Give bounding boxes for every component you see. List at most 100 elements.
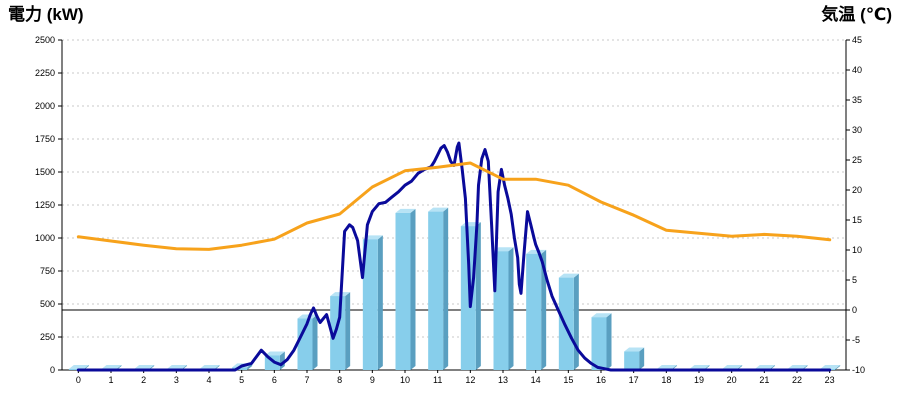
right-tick-label-11: 45: [852, 35, 862, 45]
right-tick-label-5: 15: [852, 215, 862, 225]
left-tick-label-5: 1250: [35, 200, 55, 210]
left-axis-title: 電力 (kW): [8, 4, 84, 24]
x-tick-label-15: 15: [563, 375, 573, 385]
bar-side-12: [475, 222, 481, 370]
x-tick-label-21: 21: [759, 375, 769, 385]
bar-front-17: [624, 351, 640, 370]
bar-side-11: [443, 207, 449, 370]
right-tick-label-9: 35: [852, 95, 862, 105]
temperature-line: [76, 161, 832, 251]
x-tick-label-20: 20: [727, 375, 737, 385]
bar-side-16: [606, 313, 612, 370]
bar-side-9: [377, 235, 383, 370]
bar-top-11: [428, 207, 449, 212]
bar-top-23: [820, 365, 841, 369]
x-tick-label-16: 16: [596, 375, 606, 385]
right-axis-title: 気温 (℃): [820, 4, 892, 24]
bar-top-22: [787, 365, 808, 369]
bar-side-13: [508, 247, 514, 370]
left-tick-label-2: 500: [40, 299, 55, 309]
bar-top-2: [134, 365, 155, 369]
left-tick-label-4: 1000: [35, 233, 55, 243]
power-line: [76, 141, 832, 372]
x-tick-label-11: 11: [433, 375, 442, 385]
right-tick-label-3: 5: [852, 275, 857, 285]
bar-top-20: [722, 365, 743, 369]
x-tick-label-14: 14: [531, 375, 541, 385]
x-tick-label-18: 18: [661, 375, 671, 385]
bar-front-11: [428, 211, 444, 370]
bar-10: [395, 208, 416, 370]
x-tick-label-4: 4: [206, 375, 211, 385]
bar-12: [460, 222, 481, 370]
bar-side-14: [541, 249, 547, 370]
bar-front-12: [460, 226, 476, 370]
x-tick-label-13: 13: [498, 375, 508, 385]
bar-top-1: [101, 365, 122, 369]
x-tick-label-17: 17: [629, 375, 639, 385]
bar-front-15: [558, 277, 574, 370]
x-tick-label-10: 10: [400, 375, 410, 385]
left-tick-label-9: 2250: [35, 68, 55, 78]
x-tick-label-2: 2: [141, 375, 146, 385]
x-tick-label-12: 12: [465, 375, 475, 385]
bar-13: [493, 247, 514, 370]
bar-front-13: [493, 251, 509, 370]
bar-front-10: [395, 212, 411, 370]
x-tick-label-22: 22: [792, 375, 802, 385]
bar-top-13: [493, 247, 514, 252]
right-tick-label-10: 40: [852, 65, 862, 75]
bar-front-9: [362, 239, 378, 370]
right-tick-label-6: 20: [852, 185, 862, 195]
bar-side-7: [312, 314, 318, 370]
left-tick-label-1: 250: [40, 332, 55, 342]
bar-top-16: [591, 313, 612, 318]
bar-side-23: [835, 365, 841, 370]
right-tick-label-8: 30: [852, 125, 862, 135]
bar-top-10: [395, 208, 416, 213]
series-lines: [76, 141, 832, 372]
right-tick-label-2: 0: [852, 305, 857, 315]
bar-17: [624, 347, 645, 370]
bar-9: [362, 235, 383, 370]
left-tick-label-10: 2500: [35, 35, 55, 45]
bar-top-7: [297, 314, 318, 319]
x-tick-label-6: 6: [272, 375, 277, 385]
bar-top-21: [754, 365, 775, 369]
bar-top-19: [689, 365, 710, 369]
x-tick-label-3: 3: [174, 375, 179, 385]
x-tick-label-8: 8: [337, 375, 342, 385]
right-tick-label-1: -5: [852, 335, 860, 345]
x-tick-label-0: 0: [76, 375, 81, 385]
axes: [58, 39, 850, 373]
bar-top-0: [68, 365, 89, 369]
power-bars: [68, 207, 841, 370]
bar-11: [428, 207, 449, 370]
bar-7: [297, 314, 318, 370]
bar-top-3: [166, 365, 187, 369]
x-tick-label-19: 19: [694, 375, 704, 385]
bar-front-0: [68, 369, 84, 370]
left-tick-label-3: 750: [40, 266, 55, 276]
bar-top-4: [199, 365, 220, 369]
bar-16: [591, 313, 612, 370]
bar-side-17: [639, 347, 645, 370]
left-tick-label-6: 1500: [35, 167, 55, 177]
bar-top-17: [624, 347, 645, 352]
bar-front-7: [297, 318, 313, 370]
x-tick-label-23: 23: [825, 375, 835, 385]
left-tick-label-0: 0: [50, 365, 55, 375]
right-tick-label-4: 10: [852, 245, 862, 255]
bar-front-14: [526, 253, 542, 370]
bar-front-8: [330, 296, 346, 370]
bar-side-10: [410, 208, 416, 370]
bar-front-16: [591, 317, 607, 370]
bar-top-6: [264, 351, 285, 356]
bar-top-14: [526, 249, 547, 254]
left-tick-label-8: 2000: [35, 101, 55, 111]
bar-15: [558, 273, 579, 370]
bar-side-8: [345, 292, 351, 370]
x-tick-label-5: 5: [239, 375, 244, 385]
bar-top-15: [558, 273, 579, 278]
